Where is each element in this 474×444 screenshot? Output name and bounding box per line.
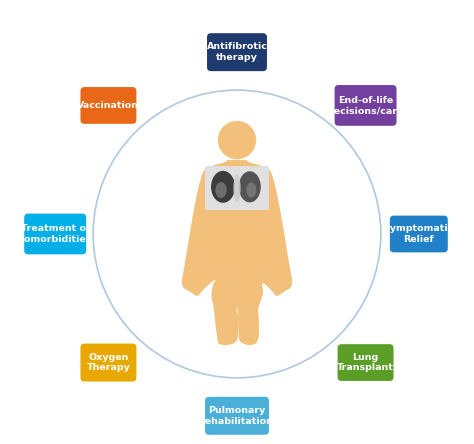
FancyBboxPatch shape: [81, 344, 137, 381]
FancyBboxPatch shape: [205, 397, 269, 435]
FancyBboxPatch shape: [81, 87, 137, 124]
FancyBboxPatch shape: [24, 214, 86, 254]
Text: Symptomatic
Relief: Symptomatic Relief: [383, 224, 454, 244]
FancyBboxPatch shape: [390, 216, 448, 252]
Ellipse shape: [246, 182, 256, 198]
PathPatch shape: [218, 121, 256, 159]
Text: End-of-life
decisions/care: End-of-life decisions/care: [328, 96, 404, 115]
Ellipse shape: [239, 171, 261, 202]
Text: Pulmonary
rehabilitation: Pulmonary rehabilitation: [201, 406, 273, 425]
FancyBboxPatch shape: [207, 33, 267, 71]
FancyBboxPatch shape: [205, 166, 269, 210]
Text: Treatment of
Comorbidities: Treatment of Comorbidities: [18, 224, 92, 244]
PathPatch shape: [182, 160, 292, 345]
Ellipse shape: [233, 174, 241, 202]
FancyBboxPatch shape: [337, 344, 393, 381]
Text: Lung
Transplant: Lung Transplant: [337, 353, 394, 372]
Text: Antifibrotic
therapy: Antifibrotic therapy: [207, 43, 267, 62]
Text: Vaccination: Vaccination: [77, 101, 139, 110]
FancyBboxPatch shape: [335, 85, 397, 126]
Text: Oxygen
Therapy: Oxygen Therapy: [86, 353, 130, 372]
Ellipse shape: [215, 182, 227, 198]
Ellipse shape: [211, 171, 235, 203]
